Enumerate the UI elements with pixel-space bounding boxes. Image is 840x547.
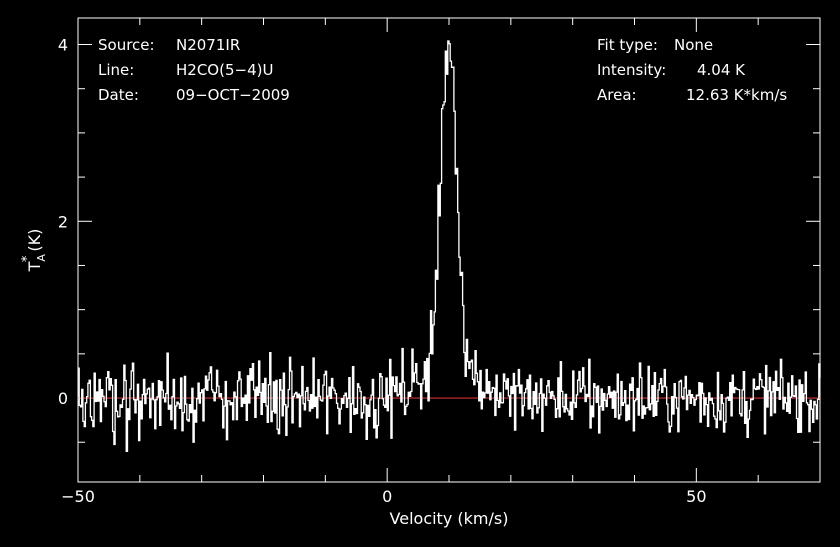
- y-axis-label: TA*(K): [20, 229, 48, 273]
- source-label: Source:: [98, 36, 155, 54]
- y-tick-label: 2: [58, 212, 68, 231]
- intensity-label: Intensity:: [597, 61, 666, 79]
- fit-type-label: Fit type:: [597, 36, 658, 54]
- line-label: Line:: [98, 61, 134, 79]
- info-block-right: Fit type: None Intensity: 4.04 K Area: 1…: [597, 36, 787, 104]
- x-tick-label: −50: [61, 487, 95, 506]
- y-tick-label: 4: [58, 36, 68, 55]
- source-value: N2071IR: [176, 36, 240, 54]
- fit-type-value: None: [674, 36, 713, 54]
- x-tick-label: 0: [382, 487, 392, 506]
- x-tick-label: 50: [686, 487, 706, 506]
- tick-labels: −50 0 50 0 2 4: [58, 36, 707, 506]
- line-value: H2CO(5−4)U: [176, 61, 273, 79]
- date-value: 09−OCT−2009: [176, 86, 290, 104]
- spectrum-series-line: [78, 40, 821, 453]
- x-axis-label: Velocity (km/s): [390, 509, 509, 528]
- intensity-value: 4.04 K: [697, 61, 746, 79]
- info-block-left: Source: N2071IR Line: H2CO(5−4)U Date: 0…: [98, 36, 290, 104]
- y-tick-label: 0: [58, 389, 68, 408]
- area-label: Area:: [597, 86, 637, 104]
- date-label: Date:: [98, 86, 139, 104]
- area-value: 12.63 K*km/s: [686, 86, 787, 104]
